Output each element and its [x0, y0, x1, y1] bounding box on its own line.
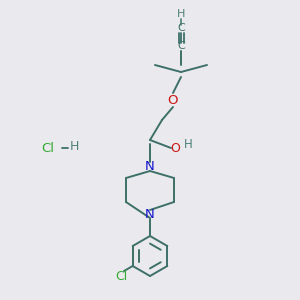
- Text: H: H: [184, 137, 192, 151]
- Text: Cl: Cl: [41, 142, 55, 154]
- Text: O: O: [170, 142, 180, 154]
- Text: H: H: [69, 140, 79, 154]
- Text: N: N: [145, 160, 155, 172]
- Text: Cl: Cl: [115, 269, 127, 283]
- Text: O: O: [168, 94, 178, 106]
- Text: C: C: [177, 41, 185, 51]
- Text: C: C: [177, 23, 185, 33]
- Text: N: N: [145, 208, 155, 220]
- Text: H: H: [177, 9, 185, 19]
